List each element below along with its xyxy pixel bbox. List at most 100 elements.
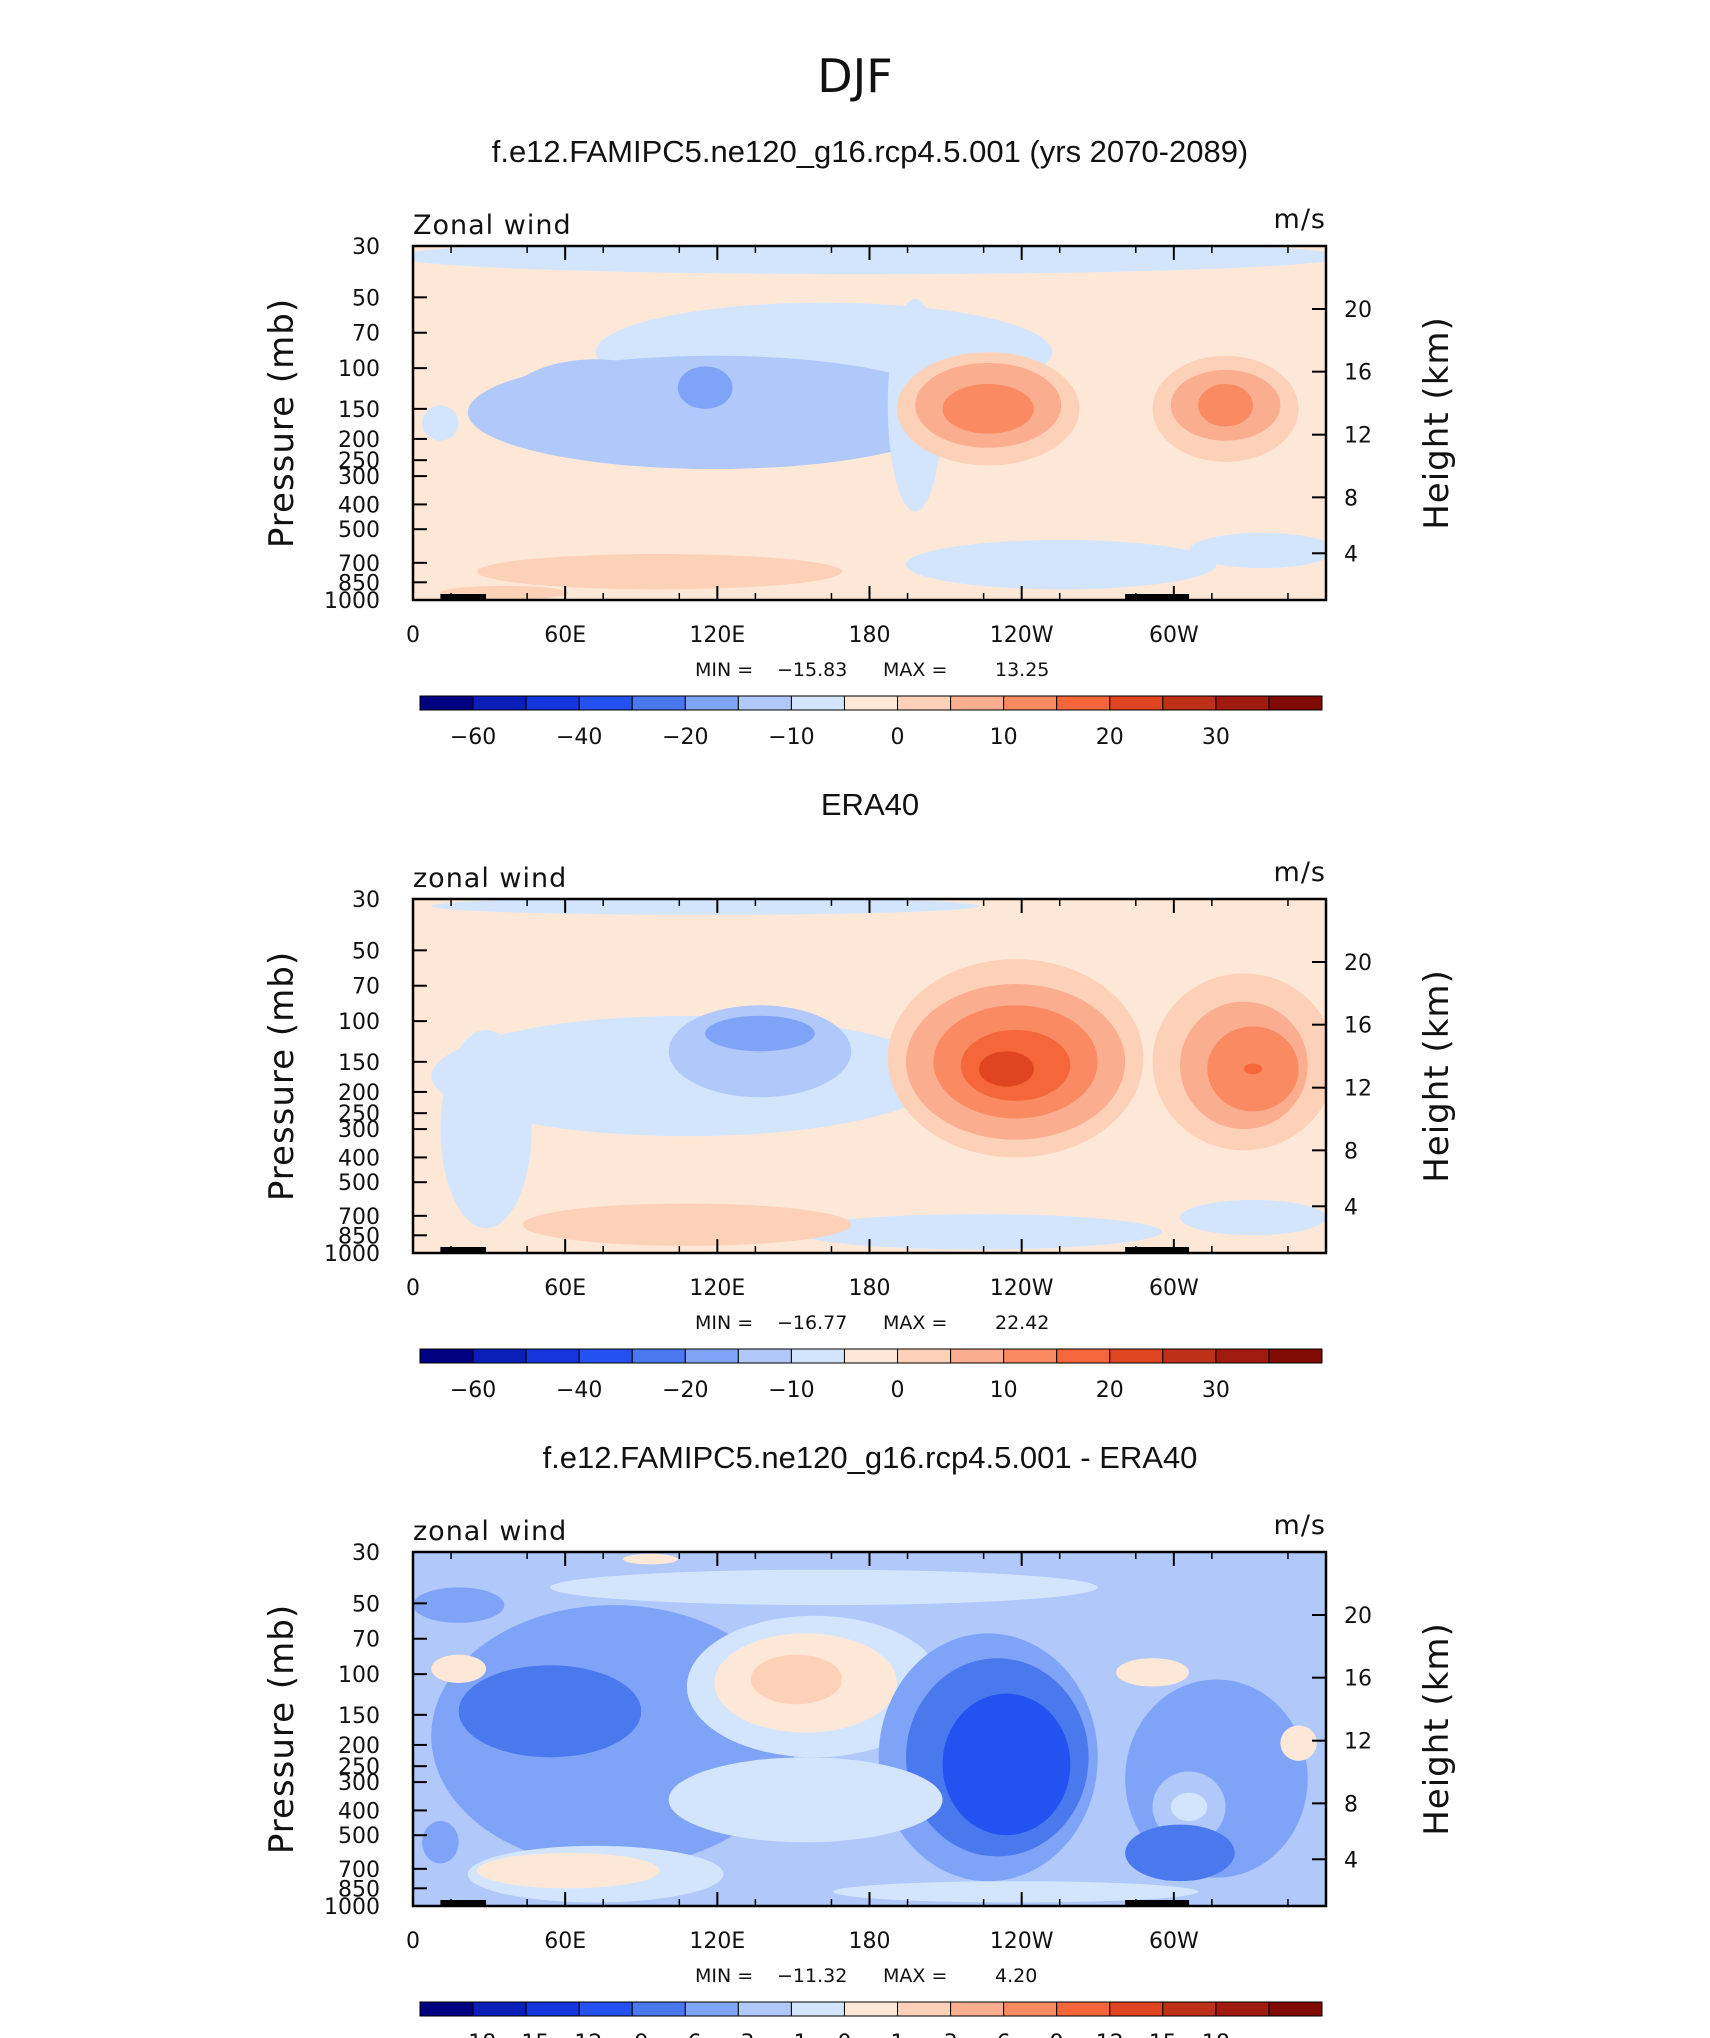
max-value: 22.42	[995, 1312, 1049, 1334]
y-tick-label: 400	[338, 1146, 380, 1171]
y-tick-label: 30	[352, 888, 380, 913]
y-tick-label: 50	[352, 939, 380, 964]
contour-region	[476, 1852, 660, 1889]
colorbar-swatch	[684, 2001, 739, 2017]
y2-axis-label: Height (km)	[1417, 1622, 1457, 1836]
colorbar-label: −12	[556, 2031, 602, 2038]
colorbar-swatch	[1109, 1348, 1164, 1364]
colorbar-swatch	[737, 1348, 792, 1364]
colorbar-swatch	[737, 695, 792, 711]
min-label: MIN =	[695, 1965, 753, 1987]
min-value: −11.32	[777, 1965, 847, 1987]
colorbar-swatch	[419, 1348, 474, 1364]
x-tick-label: 120W	[990, 1929, 1054, 1954]
colorbar-swatch	[419, 695, 474, 711]
contour-region	[422, 1821, 459, 1864]
colorbar-swatch	[1109, 695, 1164, 711]
y2-tick-label: 8	[1344, 1139, 1358, 1164]
y-tick-label: 200	[338, 1081, 380, 1106]
y2-tick-label: 8	[1344, 1792, 1358, 1817]
y-tick-label: 100	[338, 357, 380, 382]
colorbar-swatch	[950, 1348, 1005, 1364]
y-tick-label: 70	[352, 1628, 380, 1653]
panel-2: ERA40 zonal wind m/s 0 60E 120E 180 120W 60W 30 50…	[262, 787, 1457, 1403]
colorbar-swatch	[1162, 1348, 1217, 1364]
colorbar-swatch	[897, 695, 952, 711]
colorbar-label: −10	[768, 725, 814, 750]
colorbar-swatch	[578, 695, 633, 711]
y-axis-label: Pressure (mb)	[262, 298, 302, 548]
y-tick-label: 500	[338, 1171, 380, 1196]
variable-label: zonal wind	[413, 863, 567, 894]
contour-region	[413, 246, 1326, 275]
min-label: MIN =	[695, 659, 753, 681]
contour-region	[677, 366, 733, 409]
units-label: m/s	[1274, 1510, 1326, 1541]
colorbar-swatch	[631, 2001, 686, 2017]
y-tick-label: 250	[338, 1755, 380, 1780]
y2-tick-label: 4	[1344, 1195, 1358, 1220]
colorbar-label: −60	[450, 1378, 496, 1403]
y2-tick-label: 20	[1344, 951, 1372, 976]
y-tick-label: 500	[338, 518, 380, 543]
x-tick-label: 180	[849, 623, 891, 648]
colorbar-swatch	[843, 1348, 899, 1364]
colorbar-label: −3	[722, 2031, 754, 2038]
y2-tick-label: 20	[1344, 1604, 1372, 1629]
contour-region	[942, 1693, 1071, 1836]
contour-region	[1189, 532, 1326, 569]
contour-region	[413, 1587, 505, 1623]
x-tick-label: 120E	[689, 1929, 745, 1954]
colorbar-swatch	[1162, 695, 1217, 711]
max-value: 4.20	[995, 1965, 1037, 1987]
y-tick-label: 250	[338, 1102, 380, 1127]
y-tick-label: 70	[352, 975, 380, 1000]
contour-field	[413, 899, 1326, 1253]
colorbar-swatch	[684, 1348, 739, 1364]
colorbar-label: 20	[1096, 1378, 1124, 1403]
contour-region	[1198, 384, 1253, 427]
colorbar-swatch	[1003, 2001, 1058, 2017]
y-tick-label: 400	[338, 493, 380, 518]
colorbar-label: −40	[556, 1378, 602, 1403]
y-tick-label: 200	[338, 1734, 380, 1759]
colorbar-swatch	[737, 2001, 792, 2017]
contour-region	[1243, 1063, 1263, 1075]
y-tick-label: 700	[338, 552, 380, 577]
panels: f.e12.FAMIPC5.ne120_g16.rcp4.5.001 (yrs …	[262, 134, 1457, 2038]
colorbar-swatch	[1215, 1348, 1270, 1364]
colorbar-swatch	[950, 2001, 1005, 2017]
colorbar-label: −15	[503, 2031, 549, 2038]
y2-tick-label: 12	[1344, 1730, 1372, 1755]
contour-region	[622, 1553, 678, 1565]
y-axis-label: Pressure (mb)	[262, 1604, 302, 1854]
y-axis-label: Pressure (mb)	[262, 951, 302, 1201]
contour-region	[750, 1654, 843, 1705]
colorbar-label: 10	[990, 725, 1018, 750]
contour-region	[504, 359, 687, 452]
colorbar-label: −9	[616, 2031, 648, 2038]
contour-region	[440, 1029, 532, 1229]
colorbar-label: −1	[775, 2031, 807, 2038]
colorbar-label: 12	[1096, 2031, 1124, 2038]
panel-3: f.e12.FAMIPC5.ne120_g16.rcp4.5.001 - ERA…	[262, 1440, 1457, 2038]
y-tick-label: 500	[338, 1824, 380, 1849]
panel-title: f.e12.FAMIPC5.ne120_g16.rcp4.5.001 - ERA…	[543, 1440, 1198, 1475]
y-tick-label: 1000	[324, 1242, 380, 1267]
topography	[440, 1900, 487, 1906]
panel-1: f.e12.FAMIPC5.ne120_g16.rcp4.5.001 (yrs …	[262, 134, 1457, 750]
colorbar-swatch	[525, 695, 580, 711]
colorbar-swatch	[472, 695, 527, 711]
y2-tick-label: 16	[1344, 1014, 1372, 1039]
contour-region	[942, 384, 1034, 434]
colorbar-label: 0	[837, 2031, 851, 2038]
colorbar-label: 9	[1050, 2031, 1064, 2038]
y2-tick-label: 16	[1344, 1667, 1372, 1692]
topography	[440, 594, 487, 600]
colorbar-label: 18	[1202, 2031, 1230, 2038]
colorbar-swatch	[897, 1348, 952, 1364]
colorbar-label: 30	[1202, 725, 1230, 750]
y-tick-label: 700	[338, 1858, 380, 1883]
x-tick-label: 60W	[1149, 1276, 1199, 1301]
